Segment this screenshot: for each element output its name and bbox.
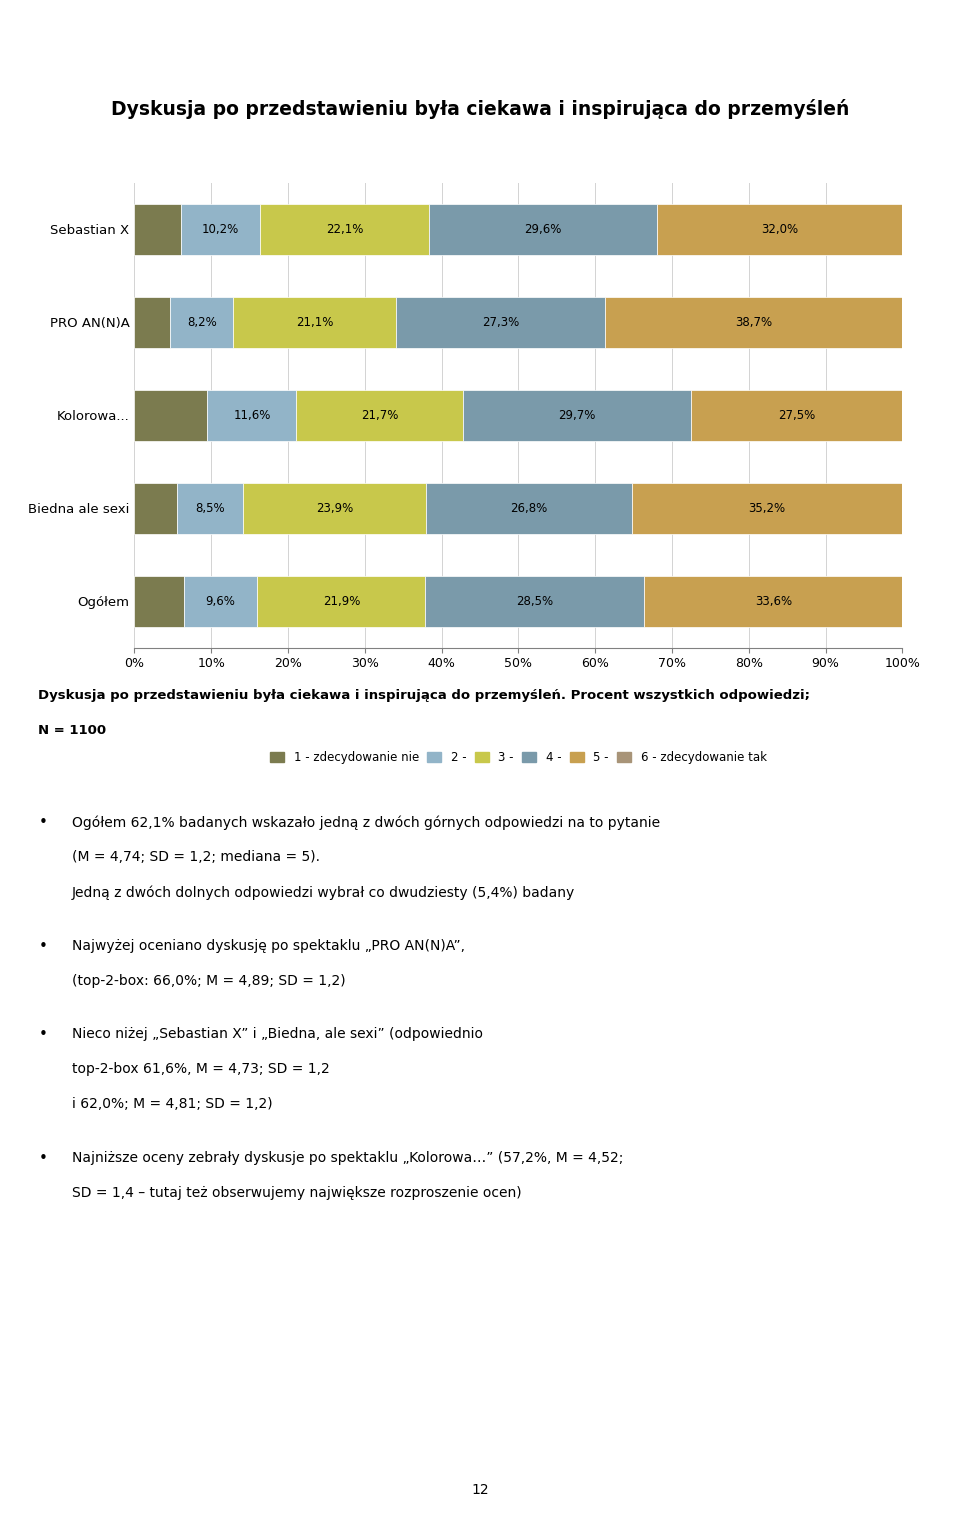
Text: 23,9%: 23,9%: [316, 501, 353, 515]
Bar: [207, 390, 297, 440]
Text: Dyskusja po przedstawieniu była ciekawa i inspirująca do przemyśleń: Dyskusja po przedstawieniu była ciekawa …: [110, 99, 850, 119]
Text: top-2-box 61,6%, M = 4,73; SD = 1,2: top-2-box 61,6%, M = 4,73; SD = 1,2: [72, 1062, 329, 1076]
Text: 33,6%: 33,6%: [755, 594, 792, 608]
Bar: [425, 576, 644, 626]
Text: N = 1100: N = 1100: [38, 724, 107, 738]
Text: 29,6%: 29,6%: [524, 223, 562, 236]
Bar: [396, 297, 605, 347]
Text: 21,7%: 21,7%: [361, 408, 398, 422]
Bar: [632, 483, 902, 533]
Bar: [429, 204, 657, 255]
Bar: [183, 576, 257, 626]
Text: 21,1%: 21,1%: [296, 315, 333, 329]
Bar: [134, 576, 183, 626]
Text: 9,6%: 9,6%: [205, 594, 235, 608]
Bar: [171, 297, 233, 347]
Text: 10,2%: 10,2%: [202, 223, 239, 236]
Text: 35,2%: 35,2%: [749, 501, 786, 515]
Text: 8,5%: 8,5%: [195, 501, 225, 515]
Bar: [605, 297, 902, 347]
Text: •: •: [38, 1027, 47, 1042]
Text: Nieco niżej „Sebastian X” i „Biedna, ale sexi” (odpowiednio: Nieco niżej „Sebastian X” i „Biedna, ale…: [72, 1027, 483, 1041]
Bar: [134, 204, 181, 255]
Text: 11,6%: 11,6%: [233, 408, 271, 422]
Text: (top-2-box: 66,0%; M = 4,89; SD = 1,2): (top-2-box: 66,0%; M = 4,89; SD = 1,2): [72, 974, 346, 988]
Text: SD = 1,4 – tutaj też obserwujemy największe rozproszenie ocen): SD = 1,4 – tutaj też obserwujemy najwięk…: [72, 1186, 521, 1199]
Bar: [426, 483, 632, 533]
Bar: [134, 390, 207, 440]
Bar: [297, 390, 463, 440]
Text: (M = 4,74; SD = 1,2; mediana = 5).: (M = 4,74; SD = 1,2; mediana = 5).: [72, 850, 320, 864]
Text: 32,0%: 32,0%: [761, 223, 798, 236]
Legend: 1 - zdecydowanie nie, 2 -, 3 -, 4 -, 5 -, 6 - zdecydowanie tak: 1 - zdecydowanie nie, 2 -, 3 -, 4 -, 5 -…: [265, 747, 772, 770]
Text: 22,1%: 22,1%: [325, 223, 363, 236]
Text: 8,2%: 8,2%: [187, 315, 217, 329]
Text: Jedną z dwóch dolnych odpowiedzi wybrał co dwudziesty (5,4%) badany: Jedną z dwóch dolnych odpowiedzi wybrał …: [72, 885, 575, 901]
Bar: [257, 576, 425, 626]
Text: 28,5%: 28,5%: [516, 594, 554, 608]
Text: 21,9%: 21,9%: [323, 594, 360, 608]
Text: 27,5%: 27,5%: [779, 408, 815, 422]
Bar: [134, 483, 178, 533]
Bar: [259, 204, 429, 255]
Bar: [691, 390, 902, 440]
Bar: [178, 483, 243, 533]
Text: 12: 12: [471, 1483, 489, 1497]
Text: •: •: [38, 939, 47, 954]
Text: 27,3%: 27,3%: [482, 315, 519, 329]
Bar: [463, 390, 691, 440]
Text: Najwyżej oceniano dyskusję po spektaklu „PRO AN(N)A”,: Najwyżej oceniano dyskusję po spektaklu …: [72, 939, 465, 952]
Text: Dyskusja po przedstawieniu była ciekawa i inspirująca do przemyśleń. Procent wsz: Dyskusja po przedstawieniu była ciekawa …: [38, 689, 810, 703]
Text: 38,7%: 38,7%: [735, 315, 773, 329]
Text: •: •: [38, 1151, 47, 1166]
Bar: [243, 483, 426, 533]
Text: 29,7%: 29,7%: [559, 408, 596, 422]
Text: 26,8%: 26,8%: [511, 501, 548, 515]
Bar: [134, 297, 171, 347]
Bar: [181, 204, 259, 255]
Bar: [644, 576, 902, 626]
Text: •: •: [38, 815, 47, 831]
Bar: [233, 297, 396, 347]
Bar: [657, 204, 902, 255]
Text: i 62,0%; M = 4,81; SD = 1,2): i 62,0%; M = 4,81; SD = 1,2): [72, 1097, 273, 1111]
Text: Ogółem 62,1% badanych wskazało jedną z dwóch górnych odpowiedzi na to pytanie: Ogółem 62,1% badanych wskazało jedną z d…: [72, 815, 660, 831]
Text: Najniższe oceny zebrały dyskusje po spektaklu „Kolorowa…” (57,2%, M = 4,52;: Najniższe oceny zebrały dyskusje po spek…: [72, 1151, 623, 1164]
